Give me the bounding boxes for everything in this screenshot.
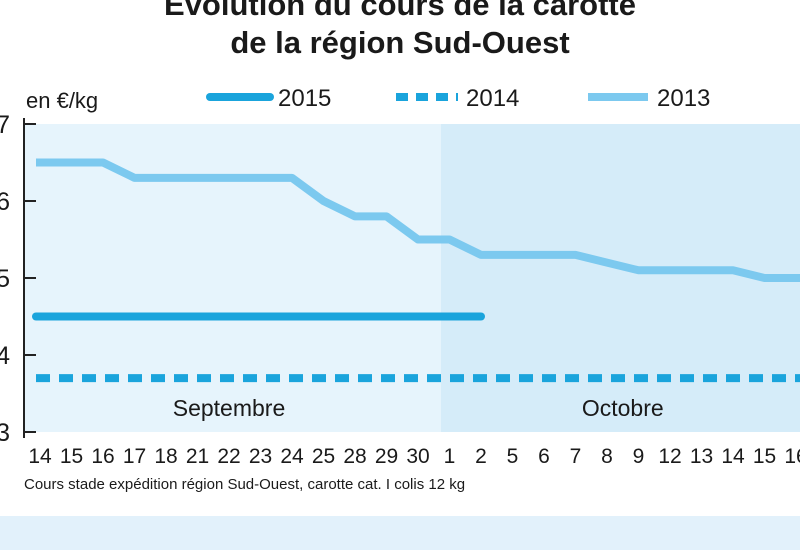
y-tick-label: 4 — [0, 342, 10, 370]
month-label: Septembre — [173, 395, 286, 421]
x-tick-label: 6 — [538, 445, 550, 468]
bg-september — [24, 124, 441, 432]
x-tick-label: 30 — [406, 445, 429, 468]
y-tick-label: 6 — [0, 188, 10, 216]
x-tick-label: 28 — [343, 445, 366, 468]
x-tick-label: 15 — [60, 445, 83, 468]
y-tick-label: 5 — [0, 265, 10, 293]
legend: 2015 2014 2013 — [206, 85, 710, 112]
bg-october — [441, 124, 800, 432]
y-tick-label: 7 — [0, 111, 10, 139]
legend-label-2014: 2014 — [466, 85, 519, 112]
y-tick-label: 3 — [0, 419, 10, 447]
x-tick-label: 12 — [658, 445, 681, 468]
x-tick-label: 25 — [312, 445, 335, 468]
x-tick-label: 7 — [570, 445, 582, 468]
x-tick-label: 14 — [28, 445, 52, 468]
y-axis-unit: en €/kg — [26, 88, 98, 113]
x-tick-label: 29 — [375, 445, 398, 468]
x-tick-label: 13 — [690, 445, 713, 468]
x-tick-label: 14 — [721, 445, 745, 468]
x-tick-label: 16 — [91, 445, 114, 468]
x-tick-label: 22 — [217, 445, 240, 468]
x-tick-label: 16 — [784, 445, 800, 468]
legend-label-2015: 2015 — [278, 85, 331, 112]
footnote: Cours stade expédition région Sud-Ouest,… — [24, 476, 466, 493]
series-lines — [32, 158, 800, 383]
x-tick-label: 24 — [280, 445, 304, 468]
x-tick-label: 23 — [249, 445, 272, 468]
x-tick-label: 5 — [507, 445, 519, 468]
axes — [23, 118, 36, 438]
chart-title: Evolution du cours de la carotte de la r… — [164, 0, 636, 60]
plot-background — [24, 124, 800, 432]
x-tick-label: 21 — [186, 445, 209, 468]
x-tick-label: 2 — [475, 445, 487, 468]
x-tick-label: 18 — [154, 445, 177, 468]
month-label: Octobre — [582, 395, 664, 421]
bottom-band — [0, 516, 800, 550]
x-tick-label: 15 — [753, 445, 776, 468]
x-tick-label: 9 — [633, 445, 645, 468]
x-tick-label: 1 — [444, 445, 456, 468]
series-line-2013 — [36, 158, 800, 282]
x-tick-label: 8 — [601, 445, 613, 468]
legend-label-2013: 2013 — [657, 85, 710, 112]
x-tick-label: 17 — [123, 445, 146, 468]
